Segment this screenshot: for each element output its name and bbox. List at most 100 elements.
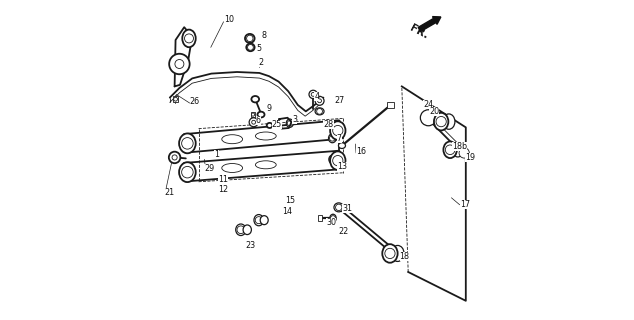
Text: 28: 28 — [323, 120, 333, 129]
Circle shape — [252, 113, 255, 116]
Bar — [173, 96, 178, 102]
FancyBboxPatch shape — [184, 151, 341, 181]
Text: 30: 30 — [326, 218, 336, 227]
Circle shape — [430, 116, 435, 120]
Circle shape — [181, 166, 193, 178]
Text: 17: 17 — [460, 200, 470, 209]
Circle shape — [181, 138, 193, 149]
Circle shape — [252, 120, 256, 124]
Text: 2: 2 — [259, 58, 264, 67]
Circle shape — [330, 135, 335, 141]
Ellipse shape — [256, 161, 276, 169]
Text: 13: 13 — [337, 162, 347, 171]
Circle shape — [335, 204, 342, 211]
Text: 21: 21 — [164, 188, 174, 197]
Text: 20: 20 — [429, 107, 439, 116]
Text: 24: 24 — [424, 100, 434, 109]
Bar — [318, 215, 322, 221]
Ellipse shape — [183, 30, 196, 47]
Ellipse shape — [287, 119, 294, 127]
Ellipse shape — [236, 224, 246, 236]
Text: 4: 4 — [314, 92, 320, 101]
Circle shape — [169, 152, 180, 163]
Ellipse shape — [382, 244, 398, 263]
Text: 11: 11 — [219, 175, 228, 184]
Circle shape — [333, 125, 343, 136]
Text: 12: 12 — [219, 185, 229, 194]
Ellipse shape — [339, 143, 346, 148]
Text: 23: 23 — [245, 241, 255, 250]
Text: 7: 7 — [337, 134, 342, 143]
Circle shape — [315, 96, 324, 105]
Text: 16: 16 — [356, 147, 366, 156]
Text: 18b: 18b — [452, 142, 467, 151]
Circle shape — [330, 216, 335, 221]
Circle shape — [256, 217, 262, 224]
Ellipse shape — [179, 133, 196, 153]
Ellipse shape — [222, 164, 243, 172]
Circle shape — [333, 151, 342, 159]
Ellipse shape — [179, 162, 196, 182]
Circle shape — [318, 99, 321, 103]
Text: 1: 1 — [214, 150, 219, 159]
Ellipse shape — [330, 121, 346, 140]
Text: 6: 6 — [256, 116, 261, 125]
Ellipse shape — [243, 225, 252, 235]
Ellipse shape — [254, 214, 264, 226]
Circle shape — [385, 248, 395, 259]
Circle shape — [247, 35, 253, 42]
Circle shape — [172, 155, 177, 160]
Text: 31: 31 — [342, 204, 352, 212]
Circle shape — [309, 90, 318, 99]
Text: FR.: FR. — [408, 23, 430, 41]
Bar — [387, 102, 394, 108]
Ellipse shape — [256, 132, 276, 140]
Text: 29: 29 — [204, 164, 215, 172]
Circle shape — [249, 118, 258, 127]
Ellipse shape — [330, 214, 336, 222]
Circle shape — [459, 148, 469, 158]
Circle shape — [175, 60, 184, 68]
Ellipse shape — [260, 216, 268, 225]
Ellipse shape — [252, 96, 259, 102]
Circle shape — [184, 34, 193, 43]
Text: 5: 5 — [257, 44, 262, 52]
Circle shape — [316, 108, 323, 114]
Circle shape — [420, 110, 436, 126]
Text: 22: 22 — [339, 228, 349, 236]
Ellipse shape — [330, 151, 346, 170]
Text: 26: 26 — [190, 97, 200, 106]
Ellipse shape — [391, 245, 404, 261]
Text: 19: 19 — [465, 153, 475, 162]
Text: 9: 9 — [266, 104, 271, 113]
Circle shape — [174, 97, 178, 101]
FancyBboxPatch shape — [183, 120, 341, 153]
Circle shape — [436, 116, 446, 127]
Circle shape — [333, 156, 343, 166]
Circle shape — [237, 226, 245, 234]
Ellipse shape — [452, 143, 463, 157]
Ellipse shape — [328, 134, 336, 143]
Circle shape — [445, 145, 455, 155]
Ellipse shape — [443, 141, 457, 158]
Text: 27: 27 — [335, 96, 345, 105]
Ellipse shape — [246, 44, 255, 51]
Text: 25: 25 — [271, 120, 281, 129]
FancyArrow shape — [418, 17, 441, 31]
Ellipse shape — [329, 155, 336, 164]
Ellipse shape — [434, 113, 448, 131]
Text: 8: 8 — [262, 31, 267, 40]
Ellipse shape — [257, 112, 264, 117]
Circle shape — [330, 156, 335, 162]
Circle shape — [311, 92, 315, 96]
Circle shape — [287, 121, 292, 126]
Text: 10: 10 — [224, 15, 234, 24]
Ellipse shape — [334, 203, 344, 212]
Ellipse shape — [245, 34, 255, 43]
Ellipse shape — [222, 135, 243, 144]
Text: 14: 14 — [282, 207, 292, 216]
Text: 18: 18 — [399, 252, 410, 261]
Circle shape — [247, 44, 254, 50]
Ellipse shape — [315, 108, 324, 115]
Text: 15: 15 — [285, 196, 295, 205]
